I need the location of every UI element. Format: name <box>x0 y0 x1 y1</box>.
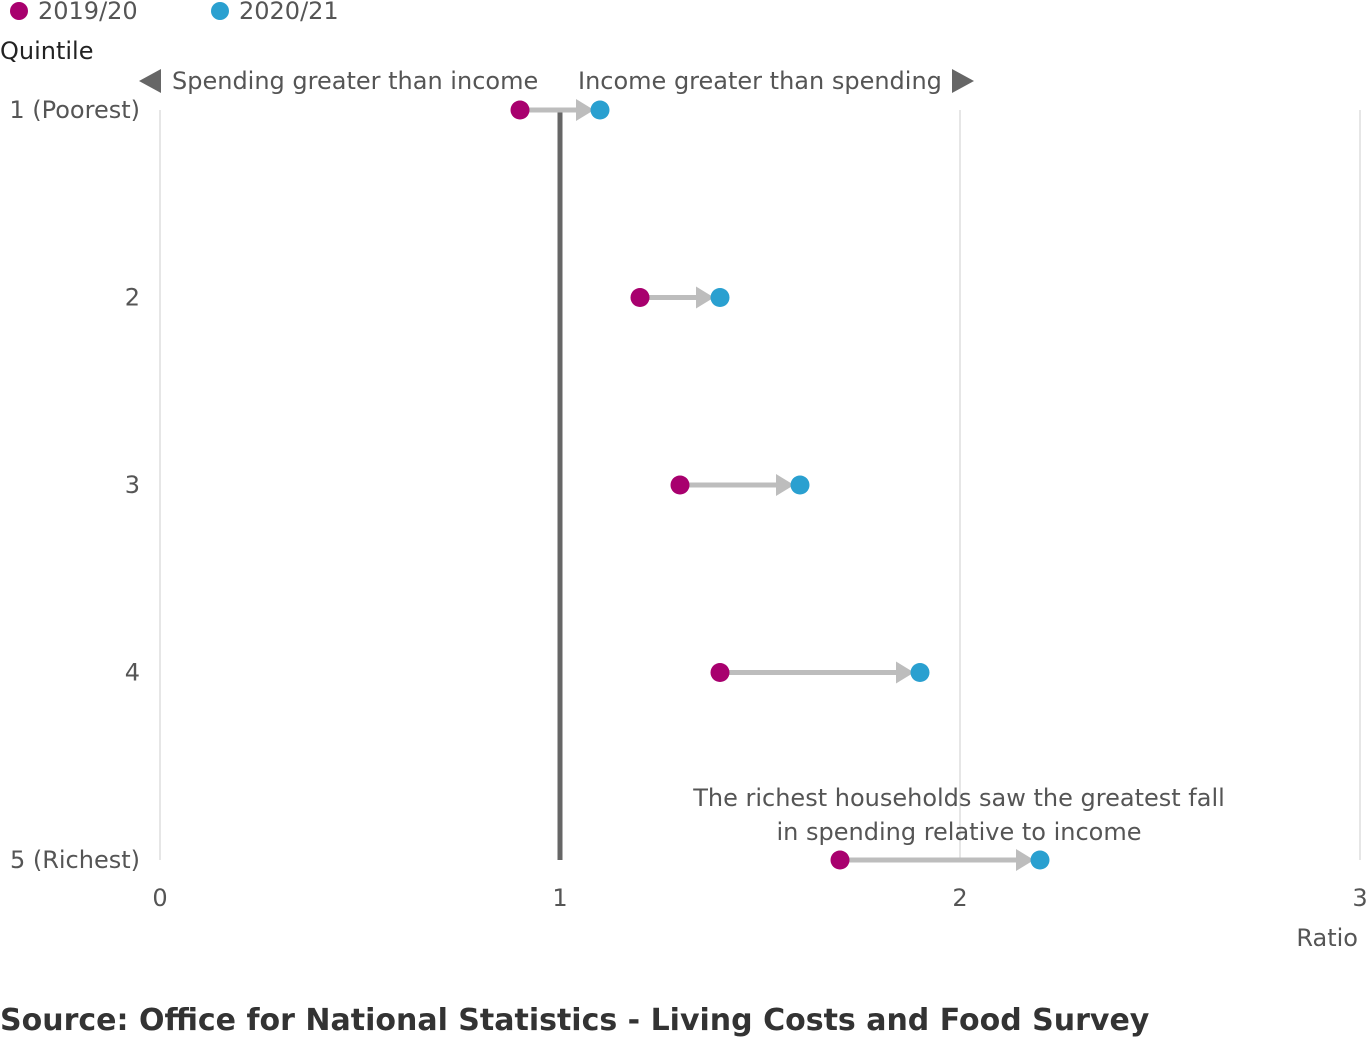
chart: 0 1 2 3 1 (Poorest) 2 3 4 5 (Richest) 2019/20 20… <box>0 0 1366 952</box>
region-label-right: Income greater than spending <box>578 67 942 95</box>
grid-layer <box>159 110 1361 860</box>
legend-label-2019-20: 2019/20 <box>38 0 138 25</box>
legend-swatch-2019-20 <box>10 2 28 20</box>
dot-2020-21 <box>910 663 930 682</box>
dot-2019-20 <box>710 663 730 682</box>
dot-2020-21 <box>790 475 810 495</box>
legend: 2019/20 2020/21 <box>10 0 339 25</box>
y-tick-label: 1 (Poorest) <box>9 96 140 124</box>
x-axis-title: Ratio <box>1296 924 1358 952</box>
dot-2020-21 <box>1030 850 1050 870</box>
dot-2020-21 <box>590 100 610 120</box>
dot-layer <box>510 100 1050 870</box>
y-tick-label: 4 <box>125 659 140 687</box>
x-tick-label: 1 <box>552 884 567 912</box>
y-axis-title: Quintile <box>0 37 94 65</box>
dot-2019-20 <box>510 100 530 120</box>
y-tick-label: 5 (Richest) <box>10 846 140 874</box>
connector-arrowhead <box>896 661 914 684</box>
right-arrow-icon <box>952 69 974 93</box>
y-tick-label: 3 <box>125 471 140 499</box>
connector-arrowhead <box>776 474 794 496</box>
legend-swatch-2020-21 <box>211 2 229 20</box>
x-tick-label: 3 <box>1352 884 1366 912</box>
dot-2020-21 <box>710 288 730 307</box>
label-layer: 0 1 2 3 1 (Poorest) 2 3 4 5 (Richest) <box>9 96 1366 912</box>
dot-2019-20 <box>630 288 650 307</box>
source-note: Source: Office for National Statistics -… <box>0 1003 1150 1038</box>
x-tick-label: 2 <box>952 884 967 912</box>
dot-2019-20 <box>830 850 850 870</box>
dot-2019-20 <box>670 475 690 495</box>
connector-layer <box>520 99 1034 871</box>
left-arrow-icon <box>139 69 161 93</box>
legend-label-2020-21: 2020/21 <box>239 0 339 25</box>
y-tick-label: 2 <box>125 284 140 312</box>
annotation-line-1: The richest households saw the greatest … <box>692 784 1225 812</box>
connector-arrowhead <box>576 99 594 121</box>
connector-arrowhead <box>1016 849 1034 871</box>
region-label-left: Spending greater than income <box>172 67 538 95</box>
annotation-line-2: in spending relative to income <box>777 818 1142 846</box>
x-tick-label: 0 <box>152 884 167 912</box>
connector-arrowhead <box>696 286 714 309</box>
